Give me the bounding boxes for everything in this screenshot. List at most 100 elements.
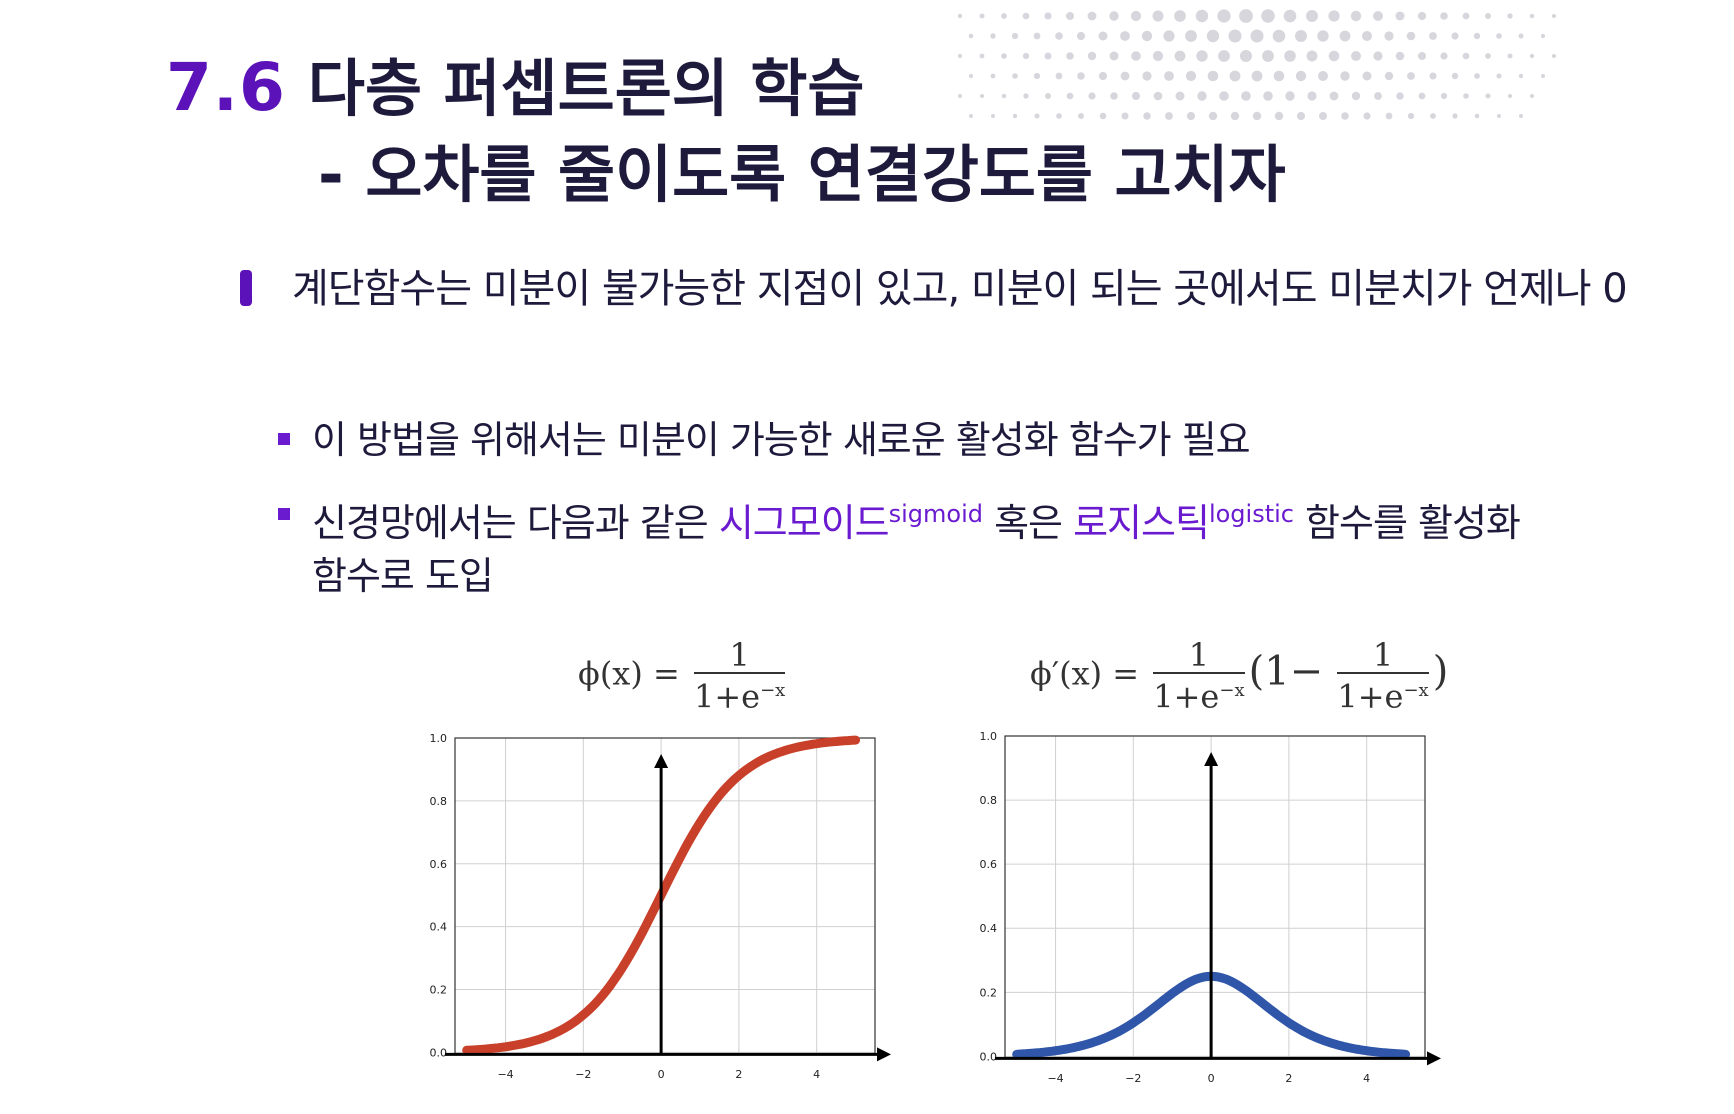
sub-bullet-1: 이 방법을 위해서는 미분이 가능한 새로운 활성화 함수가 필요 xyxy=(312,418,1251,462)
decor-dot xyxy=(979,13,985,19)
y-tick-label: 0.2 xyxy=(430,984,448,997)
decor-dot xyxy=(1066,92,1074,100)
decor-dot xyxy=(1174,50,1186,62)
decor-dot xyxy=(1328,10,1340,22)
decor-dot xyxy=(1518,73,1524,79)
x-tick-label: 0 xyxy=(1208,1072,1215,1085)
decor-dot xyxy=(1165,112,1173,120)
y-tick-label: 0.8 xyxy=(980,794,998,807)
decor-dot xyxy=(1430,113,1436,119)
y-tick-label: 0.4 xyxy=(430,921,448,934)
decor-dot xyxy=(1152,50,1164,62)
decor-dot xyxy=(1395,11,1405,21)
decor-dot xyxy=(1023,93,1029,99)
decor-dot xyxy=(1318,71,1328,81)
decor-dot xyxy=(1001,93,1007,99)
y-tick-label: 0.0 xyxy=(430,1046,448,1059)
decor-dot xyxy=(1362,71,1372,81)
den-exp-2: −x xyxy=(1403,680,1429,701)
decor-dot xyxy=(1328,50,1340,62)
decor-dot xyxy=(1541,74,1545,78)
decor-dot xyxy=(1141,30,1153,42)
formula-den: 1+e−x xyxy=(694,674,785,714)
sub-bullet-marker xyxy=(278,433,290,445)
decor-dot xyxy=(1507,93,1513,99)
decor-dot xyxy=(1240,50,1252,62)
x-axis-arrowhead xyxy=(877,1047,891,1062)
decor-dot xyxy=(1152,10,1164,22)
decor-dot xyxy=(1076,31,1086,41)
decor-dot xyxy=(990,73,996,79)
den-base: 1+e xyxy=(1153,677,1220,716)
decor-dot xyxy=(1451,72,1459,80)
decor-dot xyxy=(1098,71,1108,81)
den-base-2: 1+e xyxy=(1337,677,1404,716)
decor-dot xyxy=(1319,112,1327,120)
decor-dot xyxy=(1485,93,1491,99)
formula-den-2: 1+e−x xyxy=(1337,674,1428,714)
decor-dot xyxy=(1519,114,1523,118)
decor-dot xyxy=(1341,112,1349,120)
decor-dot xyxy=(1552,54,1556,58)
x-tick-label: 4 xyxy=(1363,1072,1370,1085)
sigmoid-formula: ϕ(x) = 1 1+e−x xyxy=(578,638,789,714)
decor-dot xyxy=(1540,33,1546,39)
decor-dot xyxy=(1228,29,1242,43)
decor-dot xyxy=(1295,70,1307,82)
decor-dot xyxy=(1451,32,1459,40)
formula-den: 1+e−x xyxy=(1153,674,1244,714)
decor-dot xyxy=(1283,9,1297,23)
decor-dot xyxy=(1001,53,1007,59)
sigmoid-derivative-chart: 0.0 0.2 0.4 0.6 0.8 1.0 −4 −2 0 2 4 xyxy=(980,730,1441,1085)
x-tick-label: −2 xyxy=(1125,1072,1141,1085)
formula-num: 1 xyxy=(693,638,786,674)
decor-dot xyxy=(1087,11,1097,21)
decor-dot xyxy=(990,33,996,39)
decor-dot xyxy=(1406,31,1416,41)
section-number: 7.6 xyxy=(166,49,286,126)
decor-dot xyxy=(1473,32,1481,40)
decor-dot xyxy=(1507,53,1513,59)
decor-dot xyxy=(1207,70,1219,82)
decor-dot xyxy=(1252,111,1262,121)
y-tick-label: 0.4 xyxy=(980,922,998,935)
decor-dot xyxy=(1186,111,1196,121)
decor-dot xyxy=(1396,92,1404,100)
decor-dot xyxy=(968,33,974,39)
decor-dot xyxy=(1219,91,1229,101)
decor-dot xyxy=(1262,50,1274,62)
decor-dot xyxy=(1452,113,1458,119)
decor-dot xyxy=(1507,13,1513,19)
decor-dot xyxy=(1351,51,1361,61)
decorative-dot-pattern xyxy=(957,9,1556,121)
formula-fraction: 1 1+e−x xyxy=(1153,638,1245,714)
x-tick-label: 4 xyxy=(813,1068,820,1081)
decor-dot xyxy=(1296,111,1306,121)
decor-dot xyxy=(1307,91,1317,101)
decor-dot xyxy=(1121,112,1129,120)
y-tick-label: 1.0 xyxy=(980,730,998,743)
sub-bullet-2-cont: 함수로 도입 xyxy=(312,554,494,598)
decor-dot xyxy=(1098,31,1108,41)
decor-dot xyxy=(1034,113,1040,119)
decor-dot xyxy=(1143,112,1151,120)
decor-dot xyxy=(1329,91,1339,101)
term-logistic-en: logistic xyxy=(1208,500,1294,528)
x-tick-label: 2 xyxy=(1285,1072,1292,1085)
plot-frame xyxy=(1004,735,1426,1059)
decor-dot xyxy=(1131,51,1141,61)
decor-dot xyxy=(1110,92,1118,100)
decor-dot xyxy=(1317,30,1329,42)
den-exp: −x xyxy=(1219,680,1245,701)
decor-dot xyxy=(1497,114,1501,118)
decor-dot xyxy=(1163,30,1175,42)
bullet-marker xyxy=(240,270,252,306)
decor-dot xyxy=(1350,10,1362,22)
decor-dot xyxy=(1109,51,1119,61)
decor-dot xyxy=(1251,70,1263,82)
term-sigmoid: 시그모이드 xyxy=(718,501,890,545)
decor-dot xyxy=(1055,32,1063,40)
decor-dot xyxy=(1131,91,1141,101)
decor-dot xyxy=(979,53,985,59)
paren-close: ) xyxy=(1432,648,1449,695)
